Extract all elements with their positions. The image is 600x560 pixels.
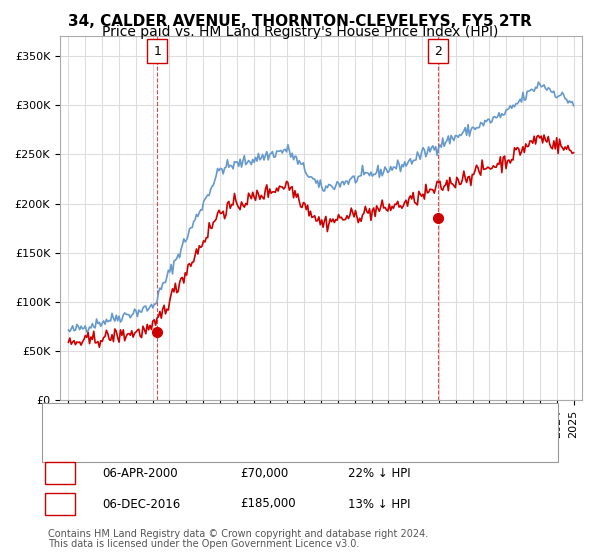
Text: £70,000: £70,000 bbox=[240, 466, 288, 480]
Text: 1: 1 bbox=[56, 466, 64, 480]
Text: Price paid vs. HM Land Registry's House Price Index (HPI): Price paid vs. HM Land Registry's House … bbox=[102, 25, 498, 39]
Text: 34, CALDER AVENUE, THORNTON-CLEVELEYS, FY5 2TR (detached house): 34, CALDER AVENUE, THORNTON-CLEVELEYS, F… bbox=[120, 427, 499, 437]
Text: HPI: Average price, detached house, Wyre: HPI: Average price, detached house, Wyre bbox=[120, 439, 340, 449]
Text: 34, CALDER AVENUE, THORNTON-CLEVELEYS, FY5 2TR: 34, CALDER AVENUE, THORNTON-CLEVELEYS, F… bbox=[68, 14, 532, 29]
Text: 06-APR-2000: 06-APR-2000 bbox=[102, 466, 178, 480]
Text: 22% ↓ HPI: 22% ↓ HPI bbox=[348, 466, 410, 480]
FancyBboxPatch shape bbox=[147, 39, 167, 63]
Text: £185,000: £185,000 bbox=[240, 497, 296, 511]
Text: 06-DEC-2016: 06-DEC-2016 bbox=[102, 497, 180, 511]
Text: 1: 1 bbox=[153, 45, 161, 58]
FancyBboxPatch shape bbox=[428, 39, 448, 63]
Text: 2: 2 bbox=[56, 497, 64, 511]
Text: This data is licensed under the Open Government Licence v3.0.: This data is licensed under the Open Gov… bbox=[48, 539, 359, 549]
Text: 2: 2 bbox=[434, 45, 442, 58]
Text: 13% ↓ HPI: 13% ↓ HPI bbox=[348, 497, 410, 511]
Text: Contains HM Land Registry data © Crown copyright and database right 2024.: Contains HM Land Registry data © Crown c… bbox=[48, 529, 428, 539]
